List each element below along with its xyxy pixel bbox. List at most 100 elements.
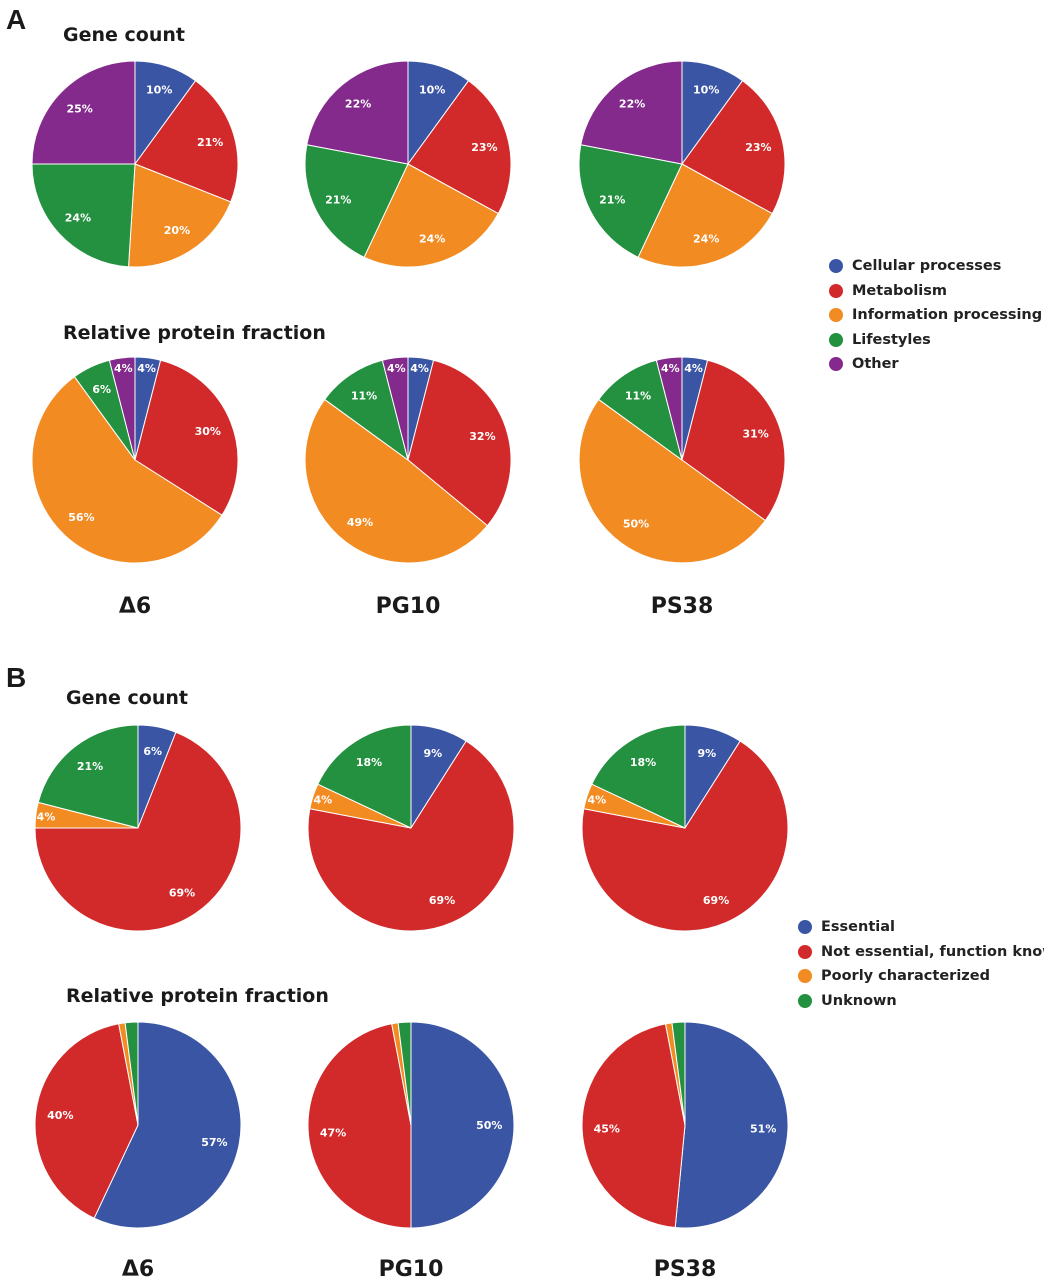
panel-letter-a: A <box>6 4 27 35</box>
legend-item-poorly-characterized: Poorly characterized <box>798 964 1044 989</box>
strain-label-b-d6: Δ6 <box>121 1257 155 1282</box>
pie-data-label: 22% <box>619 98 645 111</box>
pie-data-label: 4% <box>684 362 703 375</box>
pie-data-label: 4% <box>661 362 680 375</box>
pie-slice-not-essential-function-known <box>34 731 242 932</box>
pie-data-label: 69% <box>169 887 195 900</box>
pie-slice-essential <box>93 1021 242 1229</box>
pie-slice-essential <box>410 1021 515 1229</box>
pie-data-label: 31% <box>742 427 768 440</box>
pie-slice-unknown <box>37 724 139 829</box>
pie-slice-other <box>381 356 409 461</box>
strain-label-a-pg10: PG10 <box>375 594 441 619</box>
pie-data-label: 4% <box>313 793 332 806</box>
legend-swatch <box>798 969 812 984</box>
pie-data-label: 49% <box>347 516 373 529</box>
protein-fraction-title-a: Relative protein fraction <box>63 322 326 344</box>
pie-slice-other <box>580 60 683 165</box>
legend-b: Essential Not essential, function known … <box>798 915 1044 1013</box>
pie-b-relative-protein-fraction-11: 51% 45% <box>581 1021 789 1229</box>
pie-slice-metabolism <box>681 359 786 522</box>
legend-swatch <box>829 259 843 274</box>
protein-fraction-title-b: Relative protein fraction <box>66 985 329 1007</box>
pie-slice-other <box>108 356 136 461</box>
legend-label: Unknown <box>821 992 897 1009</box>
pie-data-label: 50% <box>476 1119 502 1132</box>
pie-slice-other <box>31 60 136 165</box>
pie-data-label: 22% <box>345 98 371 111</box>
pie-a-relative-protein-fraction-4: 4% 32% 49% 11% 4% <box>304 356 512 564</box>
pie-data-label: 18% <box>356 756 382 769</box>
legend-item-other: Other <box>829 352 1042 377</box>
pie-data-label: 50% <box>623 517 649 530</box>
pie-slice-unknown <box>397 1021 412 1126</box>
pie-slice-metabolism <box>407 359 512 527</box>
legend-a: Cellular processes Metabolism Informatio… <box>829 254 1042 377</box>
gene-count-title-a: Gene count <box>63 24 185 46</box>
pie-data-label: 30% <box>195 425 221 438</box>
pie-slice-metabolism <box>407 79 512 215</box>
pie-data-label: 9% <box>697 747 716 760</box>
pie-data-label: 18% <box>630 756 656 769</box>
pie-data-label: 21% <box>77 760 103 773</box>
pie-slice-unknown <box>671 1021 686 1126</box>
pie-data-label: 56% <box>68 511 94 524</box>
pie-slice-information-processing <box>637 163 773 268</box>
pie-slice-not-essential-function-known <box>581 1023 686 1229</box>
pie-data-label: 40% <box>47 1109 73 1122</box>
pie-slice-metabolism <box>134 359 239 516</box>
pie-slice-lifestyles <box>578 144 683 258</box>
legend-swatch <box>829 332 843 347</box>
pie-a-relative-protein-fraction-3: 4%30%56%6%4% <box>31 356 239 564</box>
legend-item-essential: Essential <box>798 915 1044 940</box>
pie-data-label: 4% <box>114 362 133 375</box>
pie-data-label: 47% <box>320 1126 346 1139</box>
pie-slice-not-essential-function-known <box>581 740 789 932</box>
pie-data-label: 32% <box>469 430 495 443</box>
pie-data-label: 6% <box>143 745 162 758</box>
legend-item-lifestyles: Lifestyles <box>829 328 1042 353</box>
pie-data-label: 24% <box>693 232 719 245</box>
pie-slice-unknown <box>317 724 412 829</box>
pie-slice-other <box>655 356 683 461</box>
strain-label-a-ps38: PS38 <box>650 594 714 619</box>
gene-count-title-b: Gene count <box>66 687 188 709</box>
legend-swatch <box>829 357 843 372</box>
pie-b-gene-count-8: 9% 69% 4% 18% <box>581 724 789 932</box>
pie-slice-information-processing <box>578 398 767 564</box>
pie-slice-not-essential-function-known <box>307 1023 412 1229</box>
pie-data-label: 69% <box>703 894 729 907</box>
strain-label-b-ps38: PS38 <box>653 1257 717 1282</box>
pie-b-relative-protein-fraction-9: 57% 40% <box>34 1021 242 1229</box>
legend-swatch <box>829 308 843 323</box>
pie-slice-information-processing <box>304 398 489 564</box>
pie-slice-lifestyles <box>597 359 683 462</box>
legend-label: Lifestyles <box>852 331 931 348</box>
legend-swatch <box>798 944 812 959</box>
pie-slice-information-processing <box>363 163 499 268</box>
pie-data-label: 4% <box>410 362 429 375</box>
legend-item-not-essential: Not essential, function known <box>798 940 1044 965</box>
pie-data-label: 69% <box>429 894 455 907</box>
pie-slice-metabolism <box>681 79 786 215</box>
pie-a-relative-protein-fraction-5: 4% 31% 50% 11% 4% <box>578 356 786 564</box>
pie-slice-lifestyles <box>323 359 409 462</box>
pie-data-label: 21% <box>325 194 351 207</box>
pie-data-label: 57% <box>201 1136 227 1149</box>
legend-label: Other <box>852 356 899 373</box>
legend-item-metabolism: Metabolism <box>829 279 1042 304</box>
strain-label-b-pg10: PG10 <box>378 1257 444 1282</box>
pie-data-label: 23% <box>745 141 771 154</box>
pie-data-label: 25% <box>66 103 92 116</box>
pie-slice-information-processing <box>127 163 232 268</box>
legend-swatch <box>798 920 812 935</box>
pie-b-gene-count-7: 9% 69% 4% 18% <box>307 724 515 932</box>
pie-data-label: 45% <box>594 1123 620 1136</box>
pie-data-label: 10% <box>146 84 172 97</box>
pie-data-label: 11% <box>625 389 651 402</box>
pie-data-label: 10% <box>419 84 445 97</box>
strain-label-a-d6: Δ6 <box>118 594 152 619</box>
pie-a-gene-count-2: 10% 23% 24% 21% 22% <box>578 60 786 268</box>
pie-slice-essential <box>674 1021 789 1229</box>
